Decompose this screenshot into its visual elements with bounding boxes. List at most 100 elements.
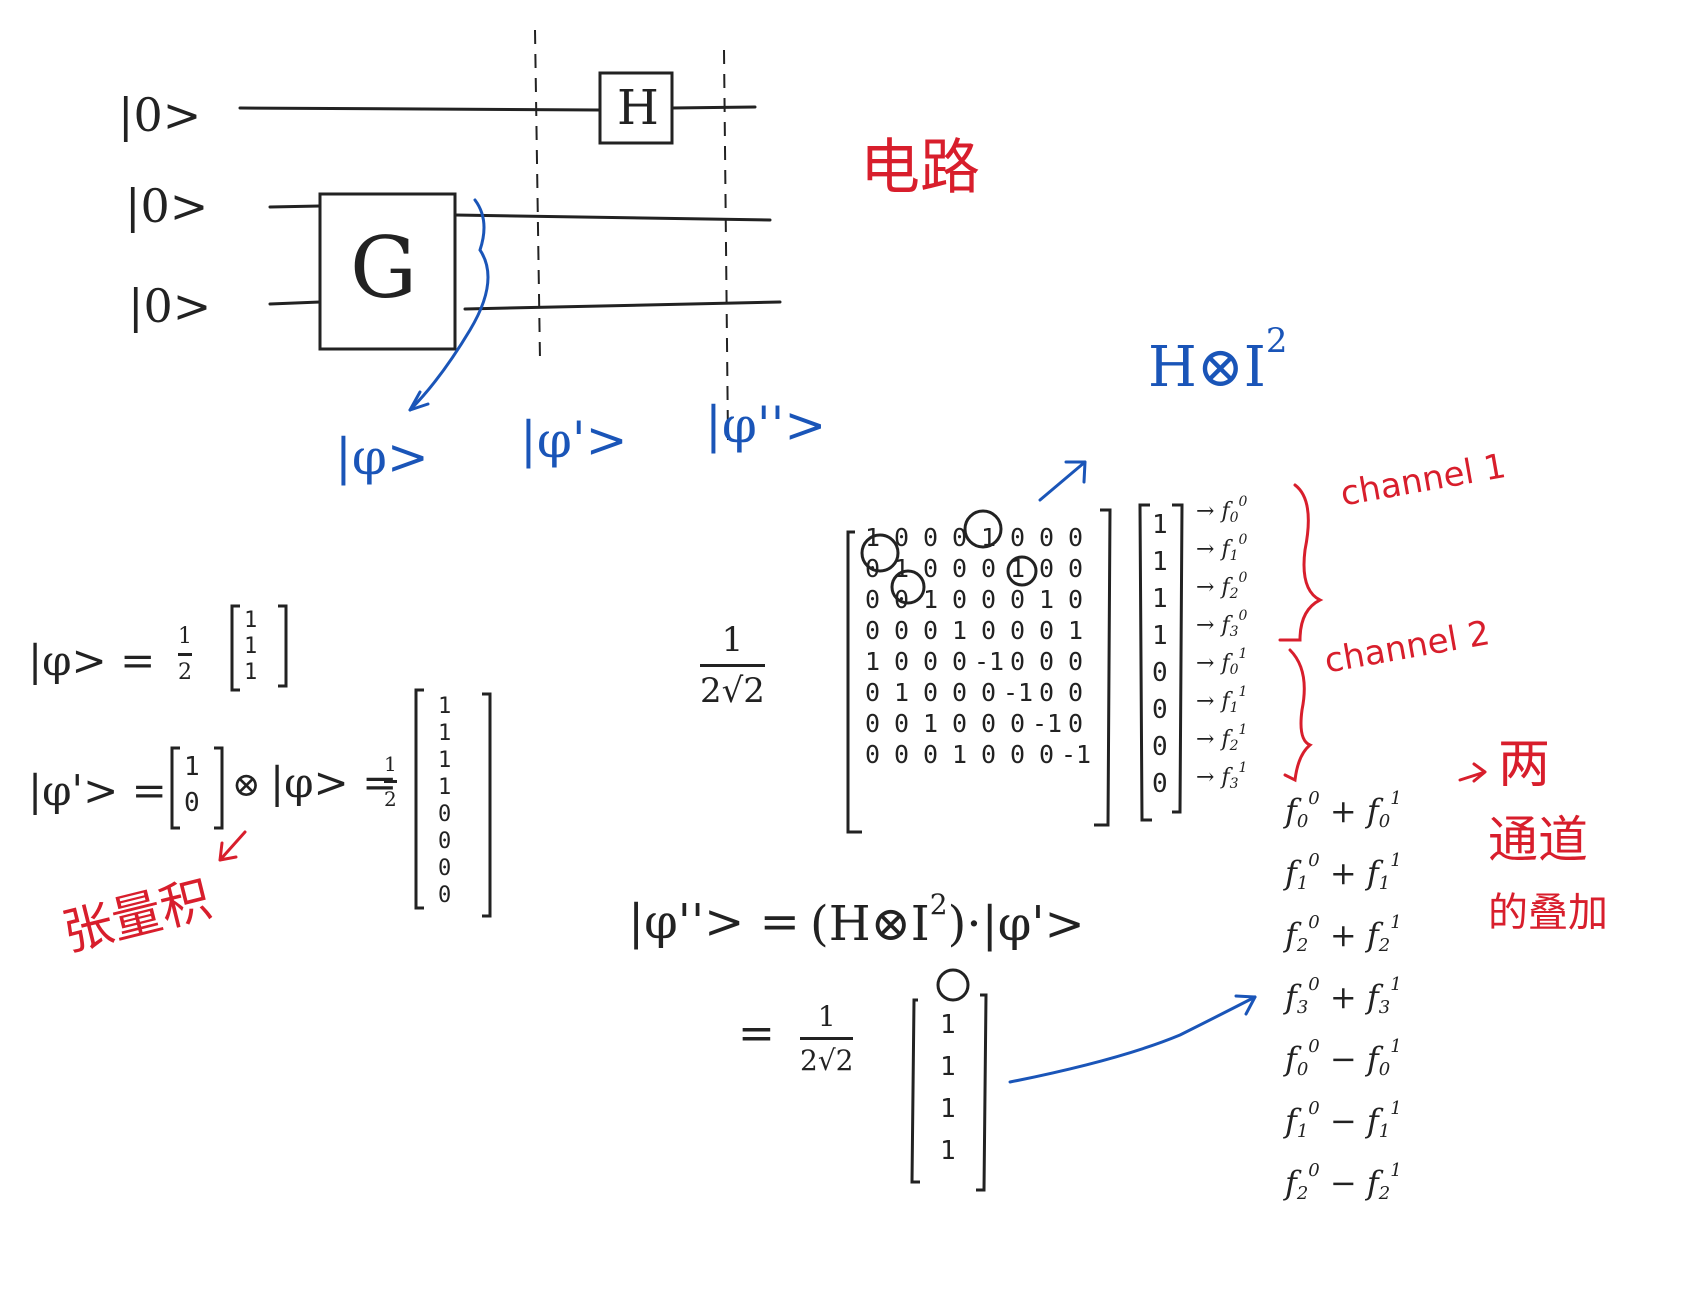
f-sub: 1 — [1378, 1120, 1391, 1142]
matrix-cell: 0 — [893, 709, 910, 738]
phi-equation-lhs: |φ> = — [28, 636, 156, 685]
sum-operator: − — [1329, 1102, 1357, 1140]
matrix-cell: 0 — [980, 554, 997, 583]
f-sub: 0 — [1378, 1058, 1391, 1080]
vector-entry: 1 — [438, 775, 452, 800]
matrix-cell: 0 — [980, 616, 997, 645]
matrix-cell: 0 — [1009, 523, 1026, 552]
phi2-power: 2 — [929, 888, 948, 921]
highlight-circle — [890, 569, 926, 605]
operator-label-text: H⊗I — [1148, 335, 1266, 400]
f-sup: 0 — [1308, 1035, 1320, 1057]
superpose-note-line-3: 的叠加 — [1488, 890, 1608, 936]
input-state-q0: |0> — [118, 88, 202, 142]
gate-h-label: H — [617, 80, 659, 136]
phi2-equation-rhs: (H⊗I2)·|φ'> — [810, 891, 1085, 949]
f-sub: 3 — [1378, 996, 1391, 1018]
gate-g-box — [318, 192, 457, 351]
f-sup: 0 — [1308, 911, 1320, 933]
f-sup: 1 — [1390, 849, 1402, 871]
highlight-circle — [936, 968, 970, 1002]
qubit-wire-3-out — [463, 300, 782, 311]
matrix-cell: 0 — [1009, 740, 1026, 769]
matrix-cell: 0 — [951, 523, 968, 552]
sum-operator: + — [1329, 916, 1357, 954]
f-sup: 1 — [1238, 646, 1248, 662]
f-base: f — [1221, 574, 1230, 600]
f-sup: 0 — [1308, 1159, 1320, 1181]
matrix-cell: -1 — [1032, 709, 1063, 738]
arrow-icon: → — [1196, 612, 1215, 638]
arrow-icon: → — [1196, 650, 1215, 676]
state-label-phi-prime: |φ'> — [520, 411, 628, 469]
f-sub: 1 — [1296, 872, 1309, 894]
fraction-bar — [700, 664, 765, 667]
f-sup: 1 — [1238, 684, 1248, 700]
channel-2-brace — [1283, 648, 1313, 783]
matrix-cell: 0 — [1009, 647, 1026, 676]
phi-coef-numerator: 1 — [178, 624, 192, 649]
f-sub: 2 — [1296, 934, 1309, 956]
state-label-phi-double-prime: |φ''> — [705, 396, 827, 454]
arrow-icon: → — [1196, 574, 1215, 600]
matrix-cell: 0 — [1067, 554, 1084, 583]
arrow-icon: → — [1196, 498, 1215, 524]
f-sup: 1 — [1238, 760, 1248, 776]
matrix-cell: 0 — [980, 740, 997, 769]
matrix-cell: 0 — [1067, 647, 1084, 676]
vector-entry: 1 — [244, 634, 258, 659]
phiprime-coefficient: 1 2 — [384, 752, 397, 811]
matrix-cell: 0 — [1009, 616, 1026, 645]
f-base: f — [1221, 498, 1230, 524]
f-base: f — [1366, 1040, 1379, 1078]
phi-coefficient: 1 2 — [178, 624, 192, 685]
fraction-bar — [178, 653, 192, 656]
matrix-cell: 0 — [922, 647, 939, 676]
matrix-cell: 1 — [864, 647, 881, 676]
phi2-equals: = — [738, 1008, 775, 1059]
f-sup: 0 — [1238, 570, 1248, 586]
vector-entry: 0 — [1152, 695, 1168, 725]
f-sup: 1 — [1390, 973, 1402, 995]
matrix-highlight-arrow — [1038, 460, 1087, 502]
result-arrow — [1008, 995, 1257, 1084]
matrix-cell: 0 — [951, 585, 968, 614]
tensor-note-arrow — [218, 830, 247, 862]
matrix-cell: 0 — [864, 740, 881, 769]
matrix-row: 0 0 1 0 0 0 -1 0 — [858, 708, 1090, 739]
matrix-input-vector: 1 1 1 1 0 0 0 0 — [1152, 510, 1168, 806]
f-base: f — [1285, 916, 1297, 954]
vector-entry: 0 — [1152, 769, 1168, 799]
phiprime-phi-reference: |φ> = — [270, 758, 398, 807]
matrix-coef-denominator: 2√2 — [700, 671, 765, 711]
f-sub: 0 — [1229, 510, 1239, 526]
matrix-cell: 1 — [922, 585, 939, 614]
matrix-cell: 1 — [1067, 616, 1084, 645]
phiprime-vector-bracket — [414, 688, 492, 918]
vector-entry: 1 — [1152, 510, 1168, 540]
vector-entry: 1 — [940, 1136, 956, 1166]
vector-entry: 0 — [1152, 658, 1168, 688]
phi-vector: 1 1 1 — [244, 608, 257, 686]
arrow-icon: → — [1196, 764, 1215, 790]
f-base: f — [1285, 1102, 1297, 1140]
circuit-title: 电路 — [860, 133, 980, 203]
f-sub: 2 — [1229, 738, 1239, 754]
f-base: f — [1221, 536, 1230, 562]
matrix-cell: 1 — [951, 616, 968, 645]
matrix-row: 0 0 0 1 0 0 0 -1 — [858, 739, 1091, 770]
f-base: f — [1221, 764, 1230, 790]
f-sub: 2 — [1229, 586, 1239, 602]
matrix-cell: 0 — [922, 616, 939, 645]
phiprime-vector: 1 1 1 1 0 0 0 0 — [438, 694, 451, 910]
f-base: f — [1285, 1040, 1297, 1078]
matrix-cell: 0 — [893, 585, 910, 614]
